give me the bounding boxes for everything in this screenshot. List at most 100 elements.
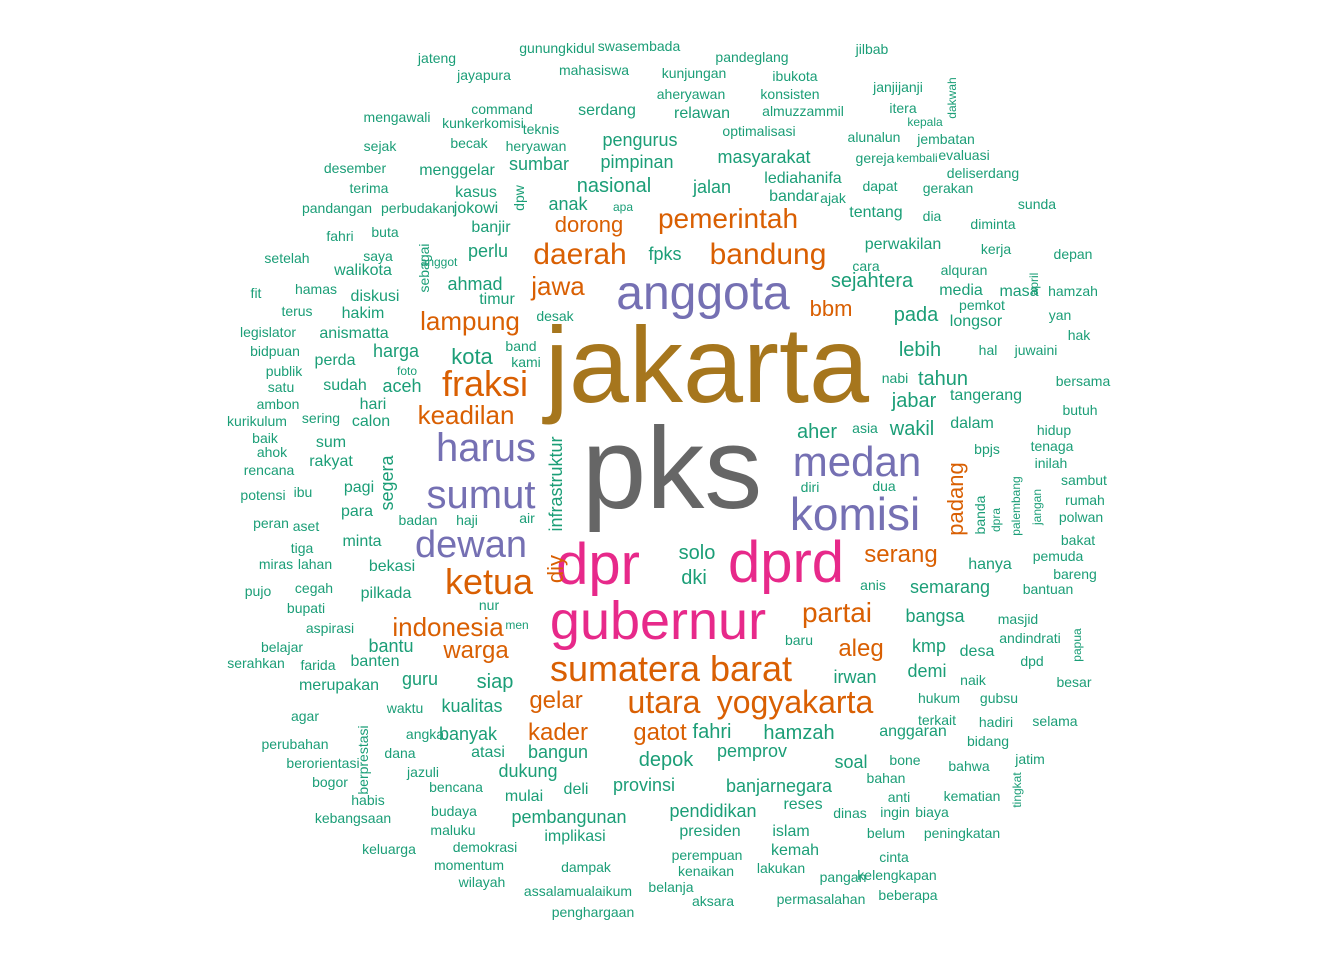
cloud-word: jakarta bbox=[544, 304, 870, 425]
cloud-word: sambut bbox=[1061, 472, 1107, 488]
cloud-word: pemuda bbox=[1032, 548, 1084, 564]
cloud-word: waktu bbox=[386, 700, 424, 716]
cloud-word: siap bbox=[476, 671, 514, 693]
cloud-word: heryawan bbox=[505, 138, 567, 154]
cloud-word: solo bbox=[678, 542, 716, 564]
cloud-word: perubahan bbox=[261, 736, 329, 752]
cloud-word: jabar bbox=[891, 390, 937, 412]
cloud-word: beberapa bbox=[878, 887, 938, 903]
cloud-word: naik bbox=[960, 672, 986, 688]
cloud-word: kader bbox=[527, 719, 589, 746]
cloud-word: pimpinan bbox=[600, 152, 674, 172]
cloud-word: teknis bbox=[522, 121, 560, 137]
cloud-word: jateng bbox=[417, 50, 457, 66]
cloud-word: anggot bbox=[420, 255, 458, 269]
cloud-word: terus bbox=[281, 303, 313, 319]
cloud-word: dia bbox=[922, 208, 942, 224]
cloud-word: serdang bbox=[578, 102, 636, 119]
cloud-word: belum bbox=[866, 825, 906, 841]
cloud-word: serahkan bbox=[227, 655, 285, 671]
cloud-word: dana bbox=[384, 745, 416, 761]
cloud-word: gubernur bbox=[549, 591, 767, 651]
cloud-word: perempuan bbox=[671, 847, 743, 863]
cloud-word: indonesia bbox=[392, 612, 504, 642]
cloud-word: bersama bbox=[1055, 373, 1111, 389]
cloud-word: bantuan bbox=[1022, 581, 1074, 597]
cloud-word: bareng bbox=[1053, 566, 1097, 582]
cloud-word: kasus bbox=[455, 184, 497, 201]
cloud-word: bupati bbox=[286, 600, 326, 616]
cloud-word: dpw bbox=[511, 185, 527, 211]
cloud-word: jokowi bbox=[453, 200, 499, 217]
cloud-word: bantu bbox=[368, 636, 414, 656]
cloud-word: konsisten bbox=[760, 86, 820, 102]
cloud-word: bandar bbox=[769, 188, 819, 205]
cloud-word: anismatta bbox=[319, 325, 389, 342]
cloud-word: islam bbox=[772, 823, 810, 840]
cloud-word: infrastruktur bbox=[546, 436, 566, 532]
cloud-word: sumbar bbox=[508, 154, 570, 174]
cloud-word: longsor bbox=[949, 313, 1003, 330]
cloud-word: hal bbox=[978, 342, 998, 358]
cloud-word: perlu bbox=[467, 241, 509, 261]
cloud-word: butuh bbox=[1062, 402, 1098, 418]
cloud-word: besar bbox=[1056, 674, 1092, 690]
cloud-word: walikota bbox=[334, 262, 392, 279]
cloud-word: sudah bbox=[323, 377, 367, 394]
cloud-word: men bbox=[505, 618, 529, 632]
cloud-word: pembangunan bbox=[511, 807, 627, 827]
cloud-word: bidpuan bbox=[250, 343, 300, 359]
cloud-word: fahri bbox=[326, 228, 354, 244]
cloud-word: budaya bbox=[431, 803, 477, 819]
cloud-word: baru bbox=[784, 632, 814, 648]
cloud-word: dampak bbox=[561, 859, 611, 875]
cloud-word: sejahtera bbox=[830, 270, 914, 292]
cloud-word: lediahanifa bbox=[764, 170, 842, 187]
cloud-word: jazuli bbox=[407, 764, 439, 780]
cloud-word: atasi bbox=[471, 744, 505, 761]
cloud-word: perda bbox=[314, 352, 356, 369]
cloud-word: saya bbox=[363, 248, 393, 264]
cloud-word: diy bbox=[543, 554, 568, 584]
cloud-word: sunda bbox=[1017, 196, 1057, 212]
cloud-word: anak bbox=[548, 194, 588, 214]
cloud-word: kunjungan bbox=[661, 65, 727, 81]
cloud-word: ahmad bbox=[447, 274, 503, 294]
cloud-word: segera bbox=[377, 455, 397, 511]
cloud-word: aheryawan bbox=[656, 86, 726, 102]
cloud-word: calon bbox=[351, 413, 391, 430]
cloud-word: pujo bbox=[244, 583, 272, 599]
cloud-word: banda bbox=[972, 495, 988, 535]
cloud-word: harus bbox=[435, 426, 537, 470]
cloud-word: padang bbox=[943, 462, 968, 536]
cloud-word: tenaga bbox=[1030, 438, 1074, 454]
cloud-word: wilayah bbox=[458, 874, 506, 890]
cloud-word: kemah bbox=[770, 842, 820, 859]
cloud-word: tiga bbox=[290, 540, 314, 556]
cloud-word: merupakan bbox=[298, 677, 380, 694]
cloud-word: dorong bbox=[554, 212, 624, 237]
cloud-word: juwaini bbox=[1014, 342, 1058, 358]
cloud-word: partai bbox=[801, 597, 873, 628]
cloud-word: assalamualaikum bbox=[523, 883, 633, 899]
cloud-word: demokrasi bbox=[452, 839, 518, 855]
cloud-word: lahan bbox=[297, 556, 333, 572]
cloud-word: cinta bbox=[879, 849, 909, 865]
cloud-word: tentang bbox=[849, 204, 903, 221]
cloud-word: potensi bbox=[240, 487, 286, 503]
cloud-word: itera bbox=[889, 100, 917, 116]
cloud-word: haji bbox=[456, 512, 478, 528]
cloud-word: kurikulum bbox=[227, 413, 287, 429]
cloud-word: andindrati bbox=[999, 630, 1061, 646]
cloud-word: yan bbox=[1048, 307, 1072, 323]
cloud-word: bangsa bbox=[905, 606, 965, 626]
cloud-word: kualitas bbox=[441, 696, 503, 716]
cloud-word: pemerintah bbox=[657, 203, 799, 234]
cloud-word: hakim bbox=[341, 305, 385, 322]
cloud-word: bandung bbox=[709, 238, 827, 271]
cloud-word: perwakilan bbox=[864, 236, 942, 253]
cloud-word: dpd bbox=[1020, 653, 1044, 669]
cloud-word: jayapura bbox=[457, 67, 511, 83]
cloud-word: lebih bbox=[898, 339, 942, 361]
cloud-word: aleg bbox=[838, 635, 884, 662]
